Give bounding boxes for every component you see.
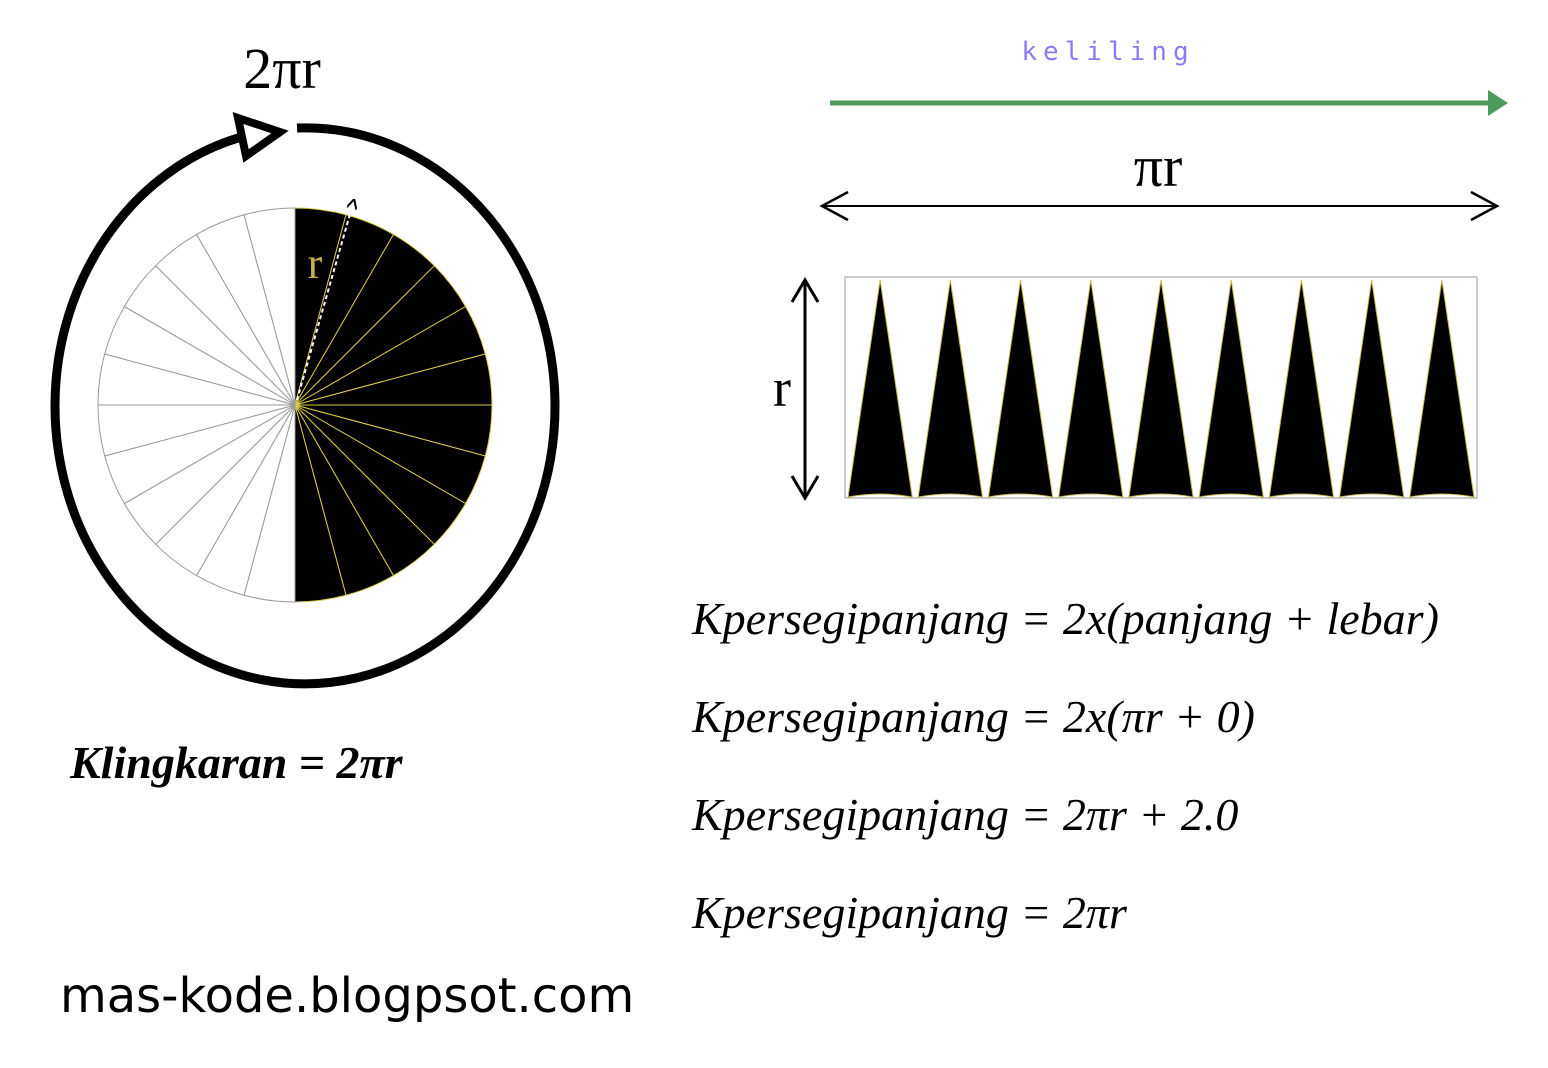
formula-line: Kpersegipanjang = 2πr + 2.0 [691,789,1238,840]
triangle [1268,279,1335,498]
rectangle-triangles [847,279,1475,498]
triangle [1198,279,1264,498]
keliling-arrowhead [1488,90,1508,116]
circle-formula: Klingkaran = 2πr [69,737,404,788]
formula-list: Kpersegipanjang = 2x(panjang + lebar) Kpe… [691,593,1439,938]
sector [243,207,296,406]
formula-line: Kpersegipanjang = 2πr [691,887,1128,938]
length-arrowheads [819,190,1500,222]
keliling-label: keliling [1021,37,1194,67]
circumference-label: 2πr [243,36,321,101]
triangle [987,279,1054,498]
footer-url: mas-kode.blogpsot.com [60,968,634,1024]
triangle [917,279,984,498]
triangle [1058,279,1124,498]
triangle [1409,279,1475,498]
ring-arrowhead [232,112,289,163]
circumference-ring [50,123,560,689]
triangle [847,279,913,498]
triangle [1128,279,1194,498]
formula-line: Kpersegipanjang = 2x(πr + 0) [691,691,1255,742]
height-label: r [773,358,791,418]
circle-sectors [97,207,493,603]
height-arrowheads [790,277,820,501]
length-label: πr [1134,134,1183,199]
triangle [1338,279,1405,498]
formula-line: Kpersegipanjang = 2x(panjang + lebar) [691,593,1439,644]
radius-label: r [308,239,323,288]
